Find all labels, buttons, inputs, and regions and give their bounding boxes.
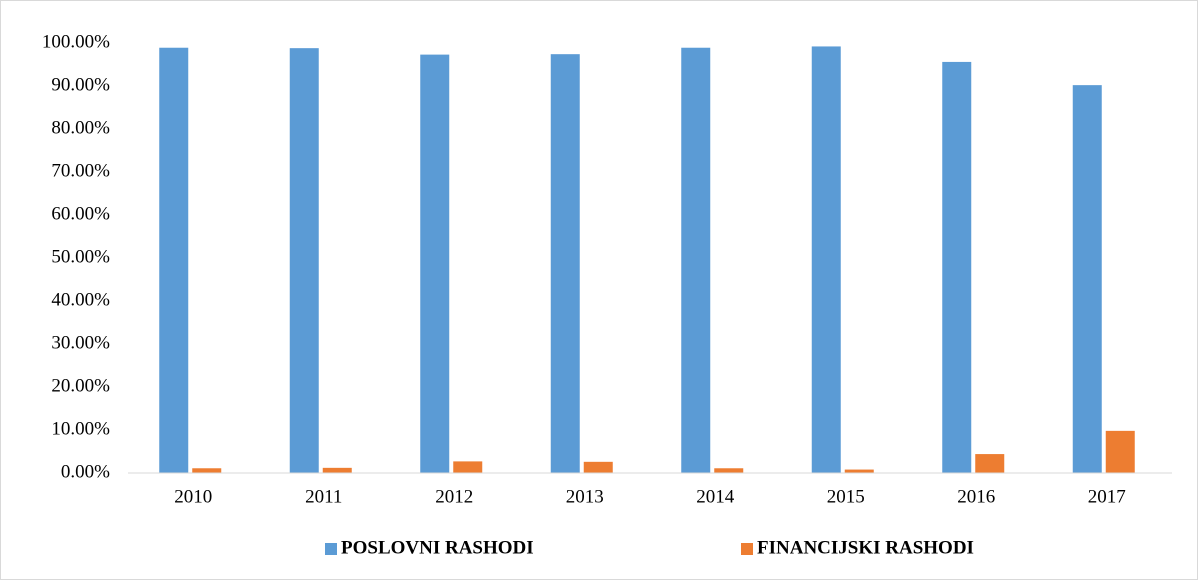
y-tick-label: 100.00%: [42, 31, 110, 52]
x-tick-label: 2017: [1088, 486, 1126, 507]
bar: [714, 468, 744, 473]
legend-swatch: [325, 543, 337, 555]
y-tick-label: 10.00%: [51, 418, 110, 439]
bar: [453, 461, 483, 473]
legend-label: FINANCIJSKI RASHODI: [757, 537, 974, 558]
bar: [583, 461, 613, 473]
y-tick-label: 0.00%: [61, 461, 110, 482]
x-tick-label: 2010: [174, 486, 212, 507]
y-tick-label: 50.00%: [51, 246, 110, 267]
bar: [420, 54, 450, 474]
legend-label: POSLOVNI RASHODI: [341, 537, 534, 558]
y-tick-label: 40.00%: [51, 289, 110, 310]
bar: [1072, 85, 1102, 473]
y-tick-label: 90.00%: [51, 74, 110, 95]
y-tick-label: 20.00%: [51, 375, 110, 396]
bar: [550, 54, 580, 474]
x-tick-label: 2012: [435, 486, 473, 507]
y-tick-label: 80.00%: [51, 117, 110, 138]
bar: [811, 46, 841, 473]
x-tick-label: 2015: [827, 486, 865, 507]
bar: [159, 47, 189, 473]
bar: [942, 61, 972, 474]
x-tick-label: 2014: [696, 486, 735, 507]
x-tick-label: 2013: [566, 486, 604, 507]
x-tick-label: 2016: [957, 486, 995, 507]
y-tick-label: 70.00%: [51, 160, 110, 181]
bar: [192, 468, 222, 473]
x-tick-label: 2011: [305, 486, 342, 507]
y-tick-label: 60.00%: [51, 203, 110, 224]
legend-swatch: [741, 543, 753, 555]
bar: [322, 467, 352, 473]
bar: [975, 454, 1005, 473]
bar: [1105, 430, 1135, 473]
y-tick-label: 30.00%: [51, 332, 110, 353]
bar: [844, 469, 874, 473]
bar: [681, 47, 711, 473]
bar: [289, 48, 319, 473]
